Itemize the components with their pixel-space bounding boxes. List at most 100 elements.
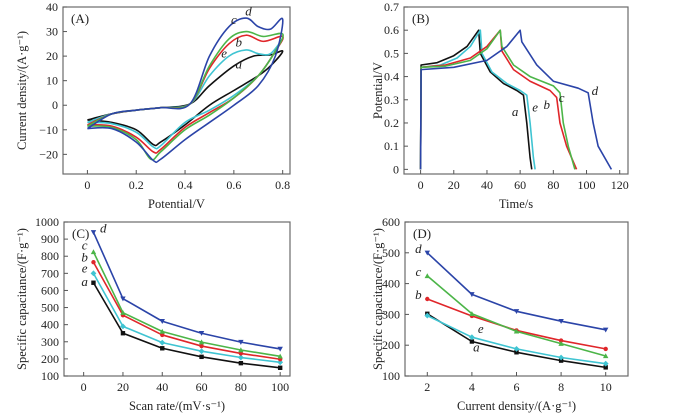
series-c-line <box>87 30 284 161</box>
y-axis-label: Potential/V <box>371 62 385 119</box>
series-c-marker <box>198 339 205 345</box>
series-e-marker <box>120 323 126 330</box>
panel-label: (B) <box>412 11 429 26</box>
y-tick-label: 0 <box>52 98 58 112</box>
panel-a: 0 0.2 0.4 0.6 0.8 −20 −10 0 10 20 30 40 Potential/V C… <box>15 0 291 211</box>
x-tick-label: 0 <box>81 380 87 394</box>
series-d-marker <box>469 292 475 298</box>
y-tick-label: 900 <box>41 232 59 246</box>
curve-label-d: d <box>415 241 422 256</box>
series-d-marker <box>159 319 165 324</box>
series-a-line <box>419 29 533 170</box>
y-tick-label: 500 <box>382 246 400 260</box>
series-c-marker <box>90 249 97 255</box>
series-a-marker <box>199 354 204 360</box>
series-b-marker <box>91 260 96 265</box>
x-tick-label: 60 <box>196 380 208 394</box>
series-c-line <box>92 251 281 358</box>
x-tick-label: 2 <box>424 380 430 394</box>
panel-label: (C) <box>72 226 89 241</box>
series-d-marker <box>198 331 205 336</box>
series-c-marker <box>277 353 283 359</box>
x-axis-label: Scan rate/(mV·s⁻¹) <box>129 399 225 413</box>
series-b-line <box>419 29 578 170</box>
y-tick-label: 100 <box>382 369 400 383</box>
x-tick-label: 60 <box>514 178 526 192</box>
y-tick-label: 1000 <box>35 215 59 229</box>
series-a-marker <box>277 365 283 370</box>
series-d-marker <box>120 296 126 302</box>
x-tick-label: 40 <box>156 380 168 394</box>
series-d-line <box>92 231 281 350</box>
series-e-marker <box>198 348 205 355</box>
series-b-marker <box>558 338 564 343</box>
series-e-marker <box>424 312 431 319</box>
x-tick-label: 100 <box>578 178 596 192</box>
series-b-marker <box>603 346 608 352</box>
curve-label-a: a <box>235 56 242 71</box>
x-tick-label: 4 <box>469 380 475 394</box>
y-tick-label: 100 <box>41 369 59 383</box>
series-a-marker <box>603 365 608 370</box>
curve-label-d: d <box>100 220 107 235</box>
curve-label-d: d <box>245 4 252 19</box>
series-c-marker <box>159 328 165 334</box>
curve-label-b: b <box>235 34 242 49</box>
y-tick-label: 400 <box>382 277 400 291</box>
curve-label-e: e <box>82 260 88 275</box>
y-tick-label: −20 <box>39 147 58 161</box>
x-tick-label: 0.6 <box>226 178 241 192</box>
x-tick-label: 0.2 <box>129 178 144 192</box>
plot-frame <box>63 221 291 377</box>
y-tick-label: −10 <box>39 123 58 137</box>
y-tick-label: 400 <box>41 318 59 332</box>
series-e-line <box>419 29 536 170</box>
series-c-marker <box>513 328 520 334</box>
plot-frame <box>403 6 629 175</box>
series-b-marker <box>199 343 204 349</box>
plot-frame <box>62 6 291 175</box>
series-e-marker <box>90 270 97 277</box>
curve-label-a: a <box>81 274 88 289</box>
y-tick-label: 0.7 <box>384 0 399 14</box>
curve-label-e: e <box>221 45 227 60</box>
series-a-marker <box>160 346 165 351</box>
series-c-marker <box>424 273 430 279</box>
series-c-marker <box>238 347 244 353</box>
curve-label-a: a <box>473 339 480 354</box>
y-tick-label: 0.6 <box>384 23 399 37</box>
y-tick-label: 600 <box>41 283 59 297</box>
x-tick-label: 10 <box>600 380 612 394</box>
y-tick-label: 0 <box>393 162 399 176</box>
curve-label-e: e <box>478 321 484 336</box>
series-e-marker <box>558 354 564 361</box>
panel-label: (A) <box>71 11 89 26</box>
y-tick-label: 600 <box>382 215 400 229</box>
y-tick-label: 200 <box>382 338 400 352</box>
x-tick-label: 0 <box>84 178 90 192</box>
panel-c: 0 20 40 60 80 100 100 200 300 400 500 600 700 800 900 1… <box>15 215 291 413</box>
y-tick-label: 0.1 <box>384 139 399 153</box>
curve-label-b: b <box>81 249 88 264</box>
y-tick-label: 30 <box>46 25 58 39</box>
series-d-marker <box>424 250 430 256</box>
series-b-marker <box>425 296 430 302</box>
y-tick-label: 0.4 <box>384 70 399 84</box>
x-tick-label: 0 <box>418 178 424 192</box>
x-tick-label: 20 <box>448 178 460 192</box>
series-d-marker <box>558 318 564 324</box>
series-e-marker <box>237 354 244 361</box>
panel-b: 0 20 40 60 80 100 120 0 0.1 0.2 0.3 0.4 0.5 0.6 0.7 Tim… <box>371 0 629 211</box>
series-d-marker <box>277 346 283 352</box>
series-a-line <box>92 282 281 369</box>
series-e-marker <box>513 345 520 352</box>
series-a-marker <box>91 280 96 285</box>
curve-label-e: e <box>532 99 538 114</box>
y-tick-label: 0.2 <box>384 116 399 130</box>
series-e-marker <box>469 334 475 341</box>
x-axis-label: Time/s <box>499 197 533 211</box>
panel-label: (D) <box>413 226 431 241</box>
series-d-line <box>426 252 606 331</box>
series-c-line <box>419 29 576 170</box>
